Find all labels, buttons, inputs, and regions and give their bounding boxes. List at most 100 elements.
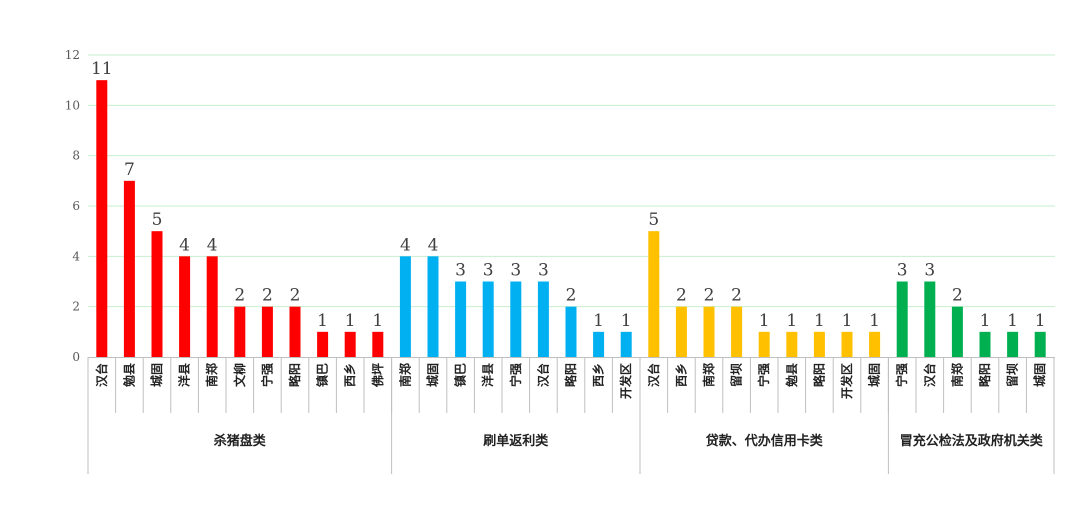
bar [758,331,770,357]
x-tick-label: 开发区 [618,363,633,399]
bar [951,306,963,357]
data-label: 2 [676,286,687,306]
x-tick-label: 洋县 [480,363,495,387]
bar [593,331,605,357]
data-label: 2 [566,286,577,306]
x-tick-label: 留坝 [1005,363,1020,387]
x-tick-label: 南郑 [701,363,716,387]
bar [869,331,881,357]
data-label: 4 [207,235,218,255]
data-label: 1 [1035,311,1046,331]
x-tick-label: 南郑 [949,363,964,387]
x-tick-label: 南郑 [204,363,219,387]
data-label: 11 [91,59,113,79]
x-tick-label: 镇巴 [315,363,330,387]
x-tick-label: 汉台 [535,363,550,387]
bar [1034,331,1046,357]
bar [537,281,549,357]
bar [1007,331,1019,357]
bar [399,256,411,357]
x-tick-label: 镇巴 [453,363,468,387]
y-tick-label: 10 [65,98,80,112]
bar [813,331,825,357]
data-label: 1 [759,311,770,331]
y-tick-label: 4 [72,249,80,263]
bar [96,80,108,358]
data-label: 1 [786,311,797,331]
x-tick-label: 城固 [1032,363,1047,387]
bar [979,331,991,357]
data-label: 4 [428,235,439,255]
bar [261,306,273,357]
data-label: 1 [317,311,328,331]
x-tick-label: 勉县 [784,363,799,388]
y-tick-label: 12 [65,48,80,62]
x-tick-label: 留坝 [729,363,744,387]
bar [510,281,522,357]
y-tick-label: 2 [72,300,80,314]
y-tick-label: 0 [72,350,80,364]
data-label: 3 [538,261,549,281]
bar [565,306,577,357]
bar [841,331,853,357]
x-tick-label: 勉县 [121,363,136,388]
data-label: 4 [179,235,190,255]
x-tick-label: 佛坪 [370,363,385,388]
data-label: 1 [869,311,880,331]
data-label: 1 [1007,311,1018,331]
x-tick-label: 略阳 [563,363,578,387]
bar [234,306,246,357]
data-label: 3 [897,261,908,281]
bar [482,281,494,357]
x-tick-label: 略阳 [977,363,992,387]
group-label: 贷款、代办信用卡类 [706,433,824,449]
x-tick-label: 城固 [425,363,440,387]
data-label: 1 [621,311,632,331]
bar [455,281,467,357]
bar [675,306,687,357]
data-label: 3 [483,261,494,281]
data-label: 3 [510,261,521,281]
bar [123,180,135,357]
bar [427,256,439,357]
bar [317,331,329,357]
x-tick-label: 西乡 [673,363,688,387]
data-label: 2 [290,286,301,306]
bar [731,306,743,357]
bar [179,256,191,357]
group-label: 刷单返利类 [483,433,549,449]
data-label: 1 [345,311,356,331]
x-tick-label: 洋县 [177,363,192,387]
data-label: 2 [704,286,715,306]
x-tick-label: 汉台 [646,363,661,387]
x-tick-label: 西乡 [591,363,606,387]
data-label: 7 [124,160,135,180]
x-tick-label: 宁强 [508,363,523,387]
x-tick-label: 开发区 [839,363,854,399]
data-label: 1 [842,311,853,331]
bar [924,281,936,357]
group-label: 杀猪盘类 [214,433,267,449]
x-tick-label: 汉台 [94,363,109,387]
x-tick-label: 略阳 [287,363,302,387]
x-tick-label: 南郑 [397,363,412,387]
x-tick-label: 西乡 [342,363,357,387]
bar [620,331,632,357]
data-label: 2 [952,286,963,306]
data-label: 2 [731,286,742,306]
group-label: 冒充公检法及政府机关类 [900,433,1044,449]
data-label: 1 [814,311,825,331]
x-tick-label: 城固 [149,363,164,387]
bar [344,331,356,357]
y-tick-label: 8 [72,149,80,163]
data-label: 1 [980,311,991,331]
y-tick-label: 6 [72,199,80,213]
bar [372,331,384,357]
bar [786,331,798,357]
x-tick-label: 略阳 [811,363,826,387]
data-label: 4 [400,235,411,255]
data-label: 3 [455,261,466,281]
bar [151,231,163,357]
data-label: 2 [262,286,273,306]
